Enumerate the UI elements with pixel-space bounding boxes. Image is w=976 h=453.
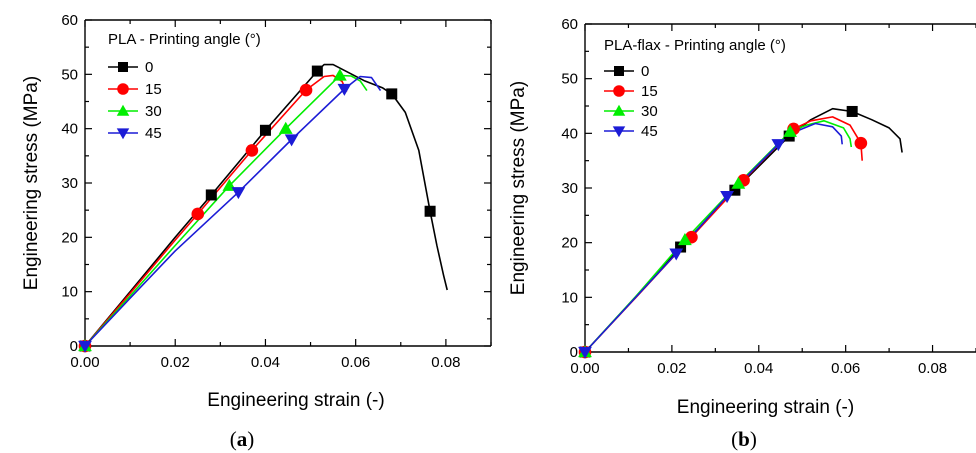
legend-label: 15	[641, 83, 658, 100]
series-line-30	[85, 74, 368, 347]
legend-label: 45	[641, 123, 658, 140]
x-tick-label: 0.02	[161, 354, 190, 371]
data-point-30	[783, 124, 797, 137]
data-point-15	[191, 207, 205, 221]
y-axis-title: Engineering stress (MPa)	[21, 76, 42, 290]
legend-swatch-marker	[118, 62, 128, 72]
legend-swatch-marker	[612, 104, 626, 116]
panel-label-open: (	[731, 427, 738, 451]
data-point-45	[231, 187, 246, 200]
legend-label: 15	[145, 81, 162, 98]
panel-label-close: )	[247, 427, 254, 451]
legend-title: PLA - Printing angle (°)	[108, 31, 261, 48]
chart-panel-a: 0.00 0.02 0.04 0.06 0.08 0 10 20 30 40 50 60 Enginee…	[21, 12, 492, 451]
legend-title: PLA-flax - Printing angle (°)	[604, 37, 786, 54]
data-point-0	[729, 184, 741, 196]
data-point-45	[78, 340, 92, 353]
series-group	[85, 63, 448, 347]
x-tick-label: 0.08	[918, 360, 947, 377]
legend-label: 30	[641, 103, 658, 120]
data-point-0	[424, 205, 436, 217]
legend-label: 45	[145, 125, 162, 142]
y-tick-label: 20	[561, 235, 578, 252]
x-tick-label: 0.02	[657, 360, 686, 377]
y-tick-label: 10	[61, 284, 78, 301]
data-point-15	[245, 144, 259, 157]
legend-swatch-marker	[117, 83, 129, 95]
series-line-0	[585, 107, 903, 353]
y-tick-label: 60	[61, 12, 78, 29]
x-tick-label: 0.00	[70, 354, 99, 371]
data-point-45	[720, 191, 734, 204]
data-point-15	[854, 136, 868, 150]
y-tick-label: 50	[561, 71, 578, 88]
y-tick-label: 50	[61, 66, 78, 83]
panel-label-letter: b	[738, 427, 750, 451]
data-point-15	[299, 83, 313, 97]
y-tick-label: 30	[61, 175, 78, 192]
y-tick-label: 40	[561, 125, 578, 142]
y-tick-label: 0	[570, 344, 578, 361]
series-group	[585, 107, 903, 353]
panel-label-close: )	[750, 427, 757, 451]
legend-swatch-marker	[612, 126, 626, 138]
series-line-30	[585, 120, 853, 353]
y-tick-label: 0	[70, 338, 78, 355]
data-point-30	[731, 176, 746, 189]
y-tick-label: 10	[561, 289, 578, 306]
legend-label: 30	[145, 103, 162, 120]
panel-label-open: (	[230, 427, 237, 451]
legend: PLA-flax - Printing angle (°) 0 15 30 45	[604, 37, 786, 140]
x-axis-title: Engineering strain (-)	[207, 390, 384, 411]
y-axis-title: Engineering stress (MPa)	[508, 81, 529, 295]
x-tick-label: 0.08	[431, 354, 460, 371]
x-tick-label: 0.04	[744, 360, 773, 377]
x-tick-label: 0.06	[341, 354, 370, 371]
data-point-0	[311, 65, 323, 77]
panel-label: (a)	[230, 427, 255, 451]
series-line-15	[585, 116, 863, 353]
data-point-30	[333, 68, 347, 81]
legend-swatch-marker	[614, 66, 624, 76]
data-point-0	[259, 124, 271, 136]
data-point-0	[675, 241, 687, 253]
data-point-45	[669, 248, 684, 261]
series-line-0	[85, 63, 448, 347]
data-point-0	[846, 105, 858, 117]
legend-label: 0	[641, 63, 649, 80]
data-point-45	[771, 139, 786, 152]
data-point-30	[278, 121, 293, 134]
panel-label-letter: a	[237, 427, 248, 451]
y-tick-label: 40	[61, 121, 78, 138]
y-tick-label: 30	[561, 180, 578, 197]
y-tick-label: 60	[561, 16, 578, 33]
x-tick-label: 0.04	[251, 354, 280, 371]
legend-swatch-marker	[613, 85, 625, 97]
legend-swatch-marker	[116, 104, 130, 116]
data-point-0	[386, 88, 398, 100]
data-point-0	[205, 189, 217, 201]
panel-label: (b)	[731, 427, 757, 451]
series-line-45	[585, 122, 843, 353]
legend: PLA - Printing angle (°) 0 15 30 45	[108, 31, 261, 142]
series-line-45	[85, 75, 382, 347]
data-point-30	[678, 233, 692, 246]
legend-swatch-marker	[116, 128, 130, 140]
x-tick-label: 0.06	[831, 360, 860, 377]
legend-label: 0	[145, 59, 153, 76]
y-tick-label: 20	[61, 229, 78, 246]
data-point-45	[337, 83, 352, 96]
x-axis-title: Engineering strain (-)	[677, 397, 854, 418]
data-point-45	[578, 346, 592, 359]
x-tick-label: 0.00	[570, 360, 599, 377]
data-point-45	[284, 134, 299, 147]
chart-panel-b: 0.00 0.02 0.04 0.06 0.08 0 10 20 30 40 50 60 Enginee…	[508, 16, 976, 451]
